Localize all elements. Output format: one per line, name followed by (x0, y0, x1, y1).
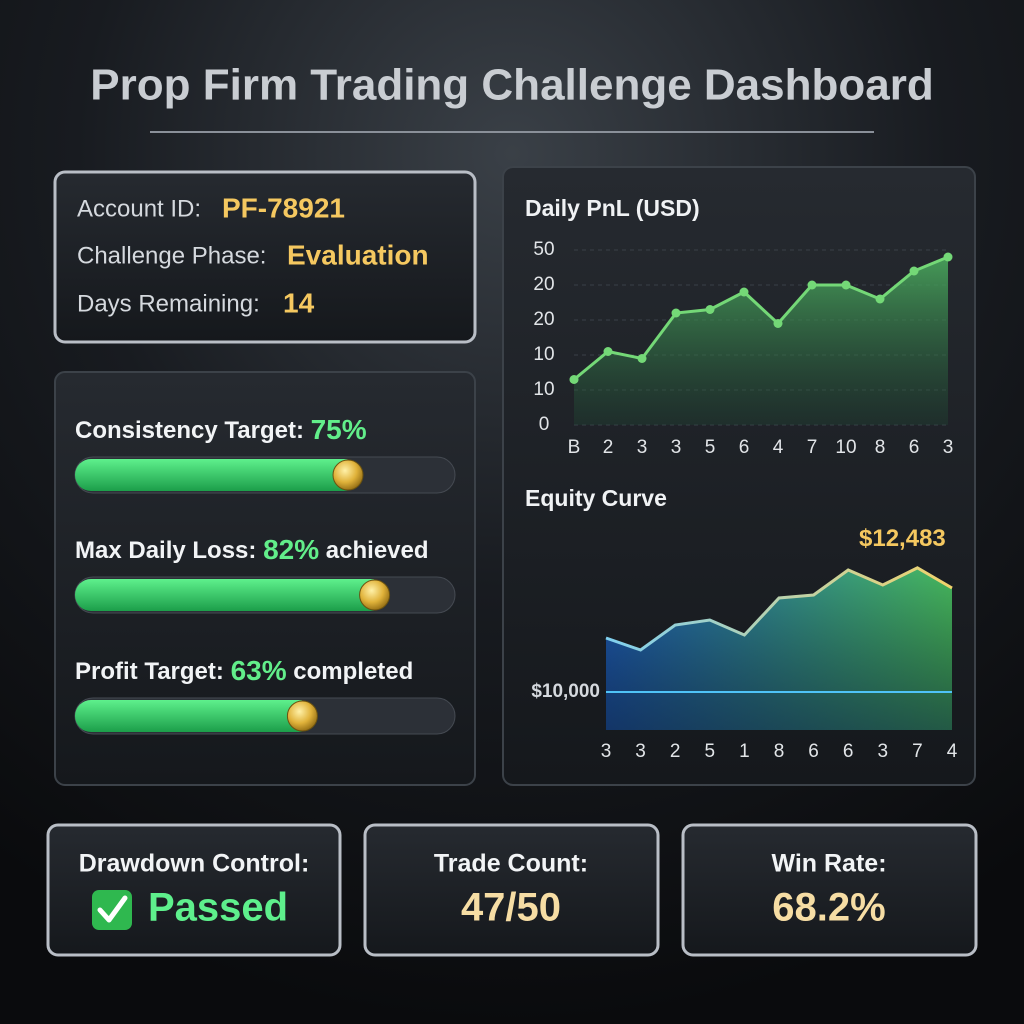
page-title: Prop Firm Trading Challenge Dashboard (90, 61, 933, 110)
x-tick-label: 6 (909, 437, 920, 458)
target-label: Profit Target: 63% completed (75, 655, 413, 686)
point (773, 319, 783, 328)
field-value: Evaluation (287, 239, 429, 270)
y-tick-label: 50 (533, 239, 554, 260)
field-value: 14 (283, 287, 315, 318)
x-tick-label: 1 (739, 741, 750, 762)
card-label: Trade Count: (434, 850, 588, 878)
target-suffix: completed (293, 658, 413, 685)
target-label: Consistency Target: 75% (75, 414, 367, 445)
progress-bar (75, 459, 360, 491)
target-name: Consistency Target: (75, 417, 304, 444)
progress-bar (75, 579, 387, 611)
y-tick-label: 10 (533, 344, 554, 365)
x-tick-label: 3 (635, 741, 646, 762)
progress-knob (359, 579, 391, 611)
x-tick-label: 4 (773, 437, 784, 458)
x-tick-label: 10 (835, 437, 856, 458)
point (637, 354, 647, 363)
point (841, 280, 851, 290)
x-tick-label: 2 (603, 437, 614, 458)
point (739, 287, 749, 297)
point (569, 375, 579, 384)
point (671, 308, 681, 318)
x-tick-label: 3 (943, 437, 954, 458)
target-label: Max Daily Loss: 82% achieved (75, 534, 429, 565)
x-tick-label: 7 (912, 741, 923, 762)
y-tick-label: 20 (533, 309, 554, 330)
x-tick-label: 5 (705, 437, 716, 458)
chart-title: Daily PnL (USD) (525, 195, 700, 221)
x-tick-label: 3 (878, 741, 889, 762)
area-shade (606, 567, 952, 730)
x-tick-label: 6 (739, 437, 750, 458)
line (573, 255, 949, 381)
x-tick-label: 6 (843, 741, 854, 762)
x-tick-label: 2 (670, 741, 681, 762)
progress-knob (286, 700, 318, 732)
point (705, 305, 715, 314)
target-suffix: achieved (326, 537, 429, 564)
status-card (681, 823, 978, 957)
field-label: Challenge Phase: (77, 242, 266, 269)
peak-label: $12,483 (859, 525, 946, 552)
card-label: Drawdown Control: (79, 850, 310, 878)
card-value: 68.2% (772, 886, 885, 930)
x-tick-label: 8 (875, 437, 886, 458)
y-tick-label: 20 (533, 274, 554, 295)
x-tick-label: 3 (601, 741, 612, 762)
line (605, 566, 953, 652)
x-tick-label: 7 (807, 437, 818, 458)
x-tick-label: 8 (774, 741, 785, 762)
target-value: 82% (263, 534, 319, 565)
x-tick-label: B (568, 437, 581, 458)
target-name: Max Daily Loss: (75, 537, 256, 564)
progress-knob (332, 459, 364, 491)
field-label: Days Remaining: (77, 290, 260, 317)
progress-bar (75, 700, 315, 732)
point (943, 252, 953, 262)
account-panel (53, 170, 477, 344)
field-label: Account ID: (77, 195, 201, 222)
chart-title: Equity Curve (525, 485, 667, 511)
target-value: 63% (231, 655, 287, 686)
card-label: Win Rate: (771, 850, 886, 878)
point (807, 280, 817, 290)
point (875, 294, 885, 304)
x-tick-label: 5 (705, 741, 716, 762)
card-value: Passed (148, 886, 288, 930)
x-tick-label: 4 (947, 741, 958, 762)
area (574, 257, 948, 425)
reference-label: $10,000 (531, 681, 600, 702)
x-tick-label: 6 (808, 741, 819, 762)
card-value: 47/50 (461, 886, 561, 930)
x-tick-label: 3 (671, 437, 682, 458)
target-name: Profit Target: (75, 658, 224, 685)
x-tick-label: 3 (637, 437, 648, 458)
y-tick-label: 10 (533, 379, 554, 400)
status-card (363, 823, 660, 957)
y-tick-label: 0 (539, 414, 550, 435)
point (909, 266, 919, 276)
point (603, 347, 613, 356)
check-mark (97, 895, 128, 923)
field-value: PF-78921 (222, 192, 345, 223)
target-value: 75% (311, 414, 367, 445)
